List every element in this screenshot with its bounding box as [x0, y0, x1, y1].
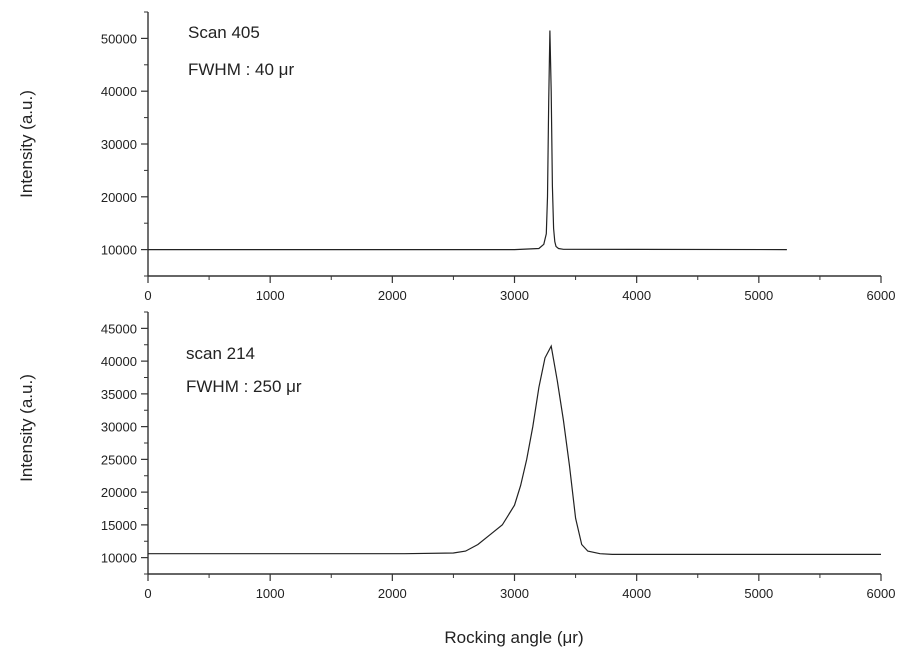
x-tick-label: 2000 [378, 586, 407, 601]
y-tick-label: 10000 [101, 243, 137, 258]
x-tick-label: 1000 [256, 288, 285, 303]
y-tick-label: 25000 [101, 452, 137, 467]
tick-marks [141, 311, 882, 581]
x-tick-label: 6000 [867, 586, 896, 601]
x-tick-label: 3000 [500, 586, 529, 601]
y-tick-label: 40000 [101, 354, 137, 369]
annotation-scan-label: Scan 405 [188, 23, 260, 42]
y-tick-label: 35000 [101, 387, 137, 402]
tick-labels: 0 1000 2000 3000 4000 5000 6000 10000 15000 20000… [101, 321, 896, 601]
tick-marks [141, 11, 882, 283]
x-tick-label: 2000 [378, 288, 407, 303]
x-tick-label: 4000 [622, 288, 651, 303]
annotation-fwhm: FWHM : 250 μr [186, 377, 302, 396]
series-line-scan-405 [148, 30, 787, 251]
tick-labels: 0 1000 2000 3000 4000 5000 6000 10000 20000 30000… [101, 31, 896, 303]
annotation-fwhm: FWHM : 40 μr [188, 60, 294, 79]
y-tick-label: 20000 [101, 485, 137, 500]
x-tick-label: 1000 [256, 586, 285, 601]
x-tick-label: 6000 [867, 288, 896, 303]
chart-panel-scan-405: 0 1000 2000 3000 4000 5000 6000 10000 20000 30000… [17, 11, 896, 303]
y-tick-label: 50000 [101, 31, 137, 46]
x-tick-label: 5000 [744, 586, 773, 601]
y-tick-label: 15000 [101, 518, 137, 533]
y-tick-label: 10000 [101, 551, 137, 566]
x-tick-label: 0 [144, 586, 151, 601]
y-axis-title: Intensity (a.u.) [17, 90, 36, 198]
y-tick-label: 40000 [101, 84, 137, 99]
annotation-scan-label: scan 214 [186, 344, 255, 363]
y-axis-title: Intensity (a.u.) [17, 374, 36, 482]
y-tick-label: 30000 [101, 137, 137, 152]
x-tick-label: 4000 [622, 586, 651, 601]
y-tick-label: 20000 [101, 190, 137, 205]
y-tick-label: 30000 [101, 420, 137, 435]
chart-panel-scan-214: 0 1000 2000 3000 4000 5000 6000 10000 15000 20000… [17, 311, 896, 647]
series-line-scan-214 [148, 344, 881, 555]
y-tick-label: 45000 [101, 321, 137, 336]
x-tick-label: 0 [144, 288, 151, 303]
x-axis-title: Rocking angle (μr) [444, 628, 583, 647]
x-tick-label: 3000 [500, 288, 529, 303]
x-tick-label: 5000 [744, 288, 773, 303]
